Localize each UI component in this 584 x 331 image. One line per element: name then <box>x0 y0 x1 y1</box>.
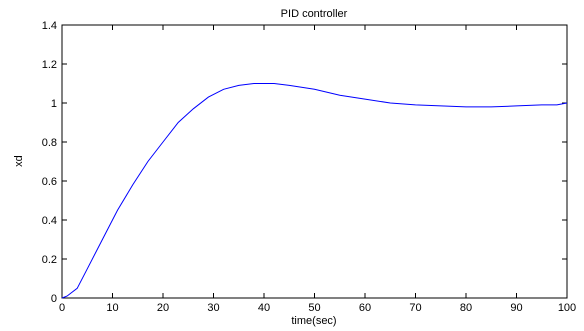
plot-area <box>61 24 568 299</box>
y-tick-label: 1.4 <box>42 20 57 32</box>
y-tick-label: 0.8 <box>42 137 57 149</box>
chart-title: PID controller <box>281 8 348 20</box>
x-tick-label: 90 <box>510 302 522 314</box>
x-tick-label: 80 <box>460 302 472 314</box>
x-tick-label: 10 <box>106 302 118 314</box>
y-axis-label: xd <box>13 155 25 167</box>
axis-ticks <box>61 24 568 299</box>
y-tick-label: 0.6 <box>42 176 57 188</box>
x-tick-label: 50 <box>308 302 320 314</box>
x-tick-label: 20 <box>157 302 169 314</box>
tick-labels: 0 10 20 30 40 50 60 70 80 90 100 0 0.2 0.4 0.6 0.8 1 1.2 1… <box>42 20 576 314</box>
x-tick-label: 60 <box>359 302 371 314</box>
y-tick-label: 1 <box>51 98 57 110</box>
y-tick-label: 0 <box>51 293 57 305</box>
x-tick-label: 0 <box>59 302 65 314</box>
x-tick-label: 100 <box>558 302 576 314</box>
x-tick-label: 70 <box>409 302 421 314</box>
series-layer <box>61 83 568 299</box>
x-axis-label: time(sec) <box>291 315 336 327</box>
y-tick-label: 0.2 <box>42 254 57 266</box>
y-tick-label: 1.2 <box>42 59 57 71</box>
series-line <box>61 83 568 299</box>
x-tick-label: 40 <box>258 302 270 314</box>
x-tick-label: 30 <box>207 302 219 314</box>
y-tick-label: 0.4 <box>42 215 57 227</box>
